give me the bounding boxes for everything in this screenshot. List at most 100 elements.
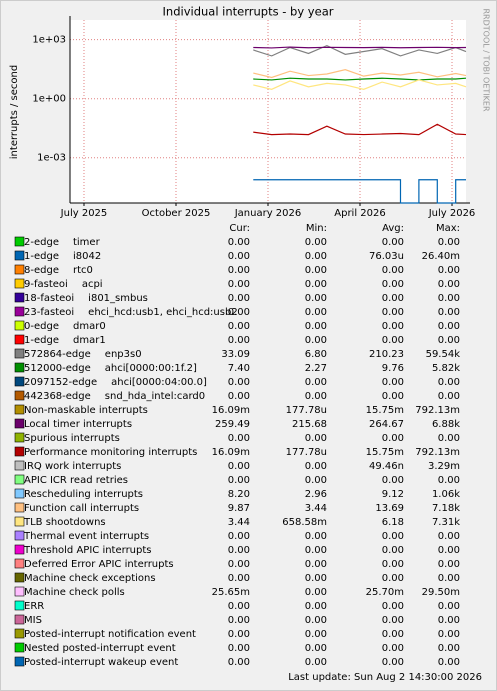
legend-value: 76.03u bbox=[369, 251, 404, 262]
legend-value: 0.00 bbox=[438, 657, 460, 668]
legend-value: 0.00 bbox=[382, 559, 404, 570]
legend-value: 0.00 bbox=[382, 573, 404, 584]
legend-value: 15.75m bbox=[366, 447, 404, 458]
legend-swatch bbox=[14, 362, 25, 373]
legend-value: 0.00 bbox=[438, 545, 460, 556]
legend-value: 0.00 bbox=[228, 559, 250, 570]
legend-value: 3.29m bbox=[428, 461, 460, 472]
legend-label: Function call interrupts bbox=[24, 503, 139, 514]
legend-value: 0.00 bbox=[305, 391, 327, 402]
legend-swatch bbox=[14, 558, 25, 569]
legend-swatch bbox=[14, 320, 25, 331]
column-header: Cur: bbox=[229, 223, 250, 234]
legend-swatch bbox=[14, 460, 25, 471]
legend-value: 264.67 bbox=[369, 419, 404, 430]
legend-value: 658.58m bbox=[282, 517, 327, 528]
legend-value: 0.00 bbox=[382, 377, 404, 388]
legend-value: 33.09 bbox=[221, 349, 250, 360]
legend-value: 0.00 bbox=[305, 251, 327, 262]
legend-label: 9-fasteoi bbox=[24, 279, 68, 290]
legend-value: 0.00 bbox=[305, 321, 327, 332]
legend-label: Machine check polls bbox=[24, 587, 125, 598]
legend-value: 0.00 bbox=[228, 657, 250, 668]
legend-value: 0.00 bbox=[382, 601, 404, 612]
legend-value: 9.87 bbox=[228, 503, 250, 514]
legend-detail: ahci[0000:00:1f.2] bbox=[105, 363, 197, 374]
legend-label: Machine check exceptions bbox=[24, 573, 156, 584]
legend-value: 0.00 bbox=[305, 643, 327, 654]
legend-label: Deferred Error APIC interrupts bbox=[24, 559, 174, 570]
legend-value: 0.00 bbox=[438, 265, 460, 276]
series-line bbox=[253, 79, 467, 90]
x-tick-label: April 2026 bbox=[334, 208, 385, 219]
legend-swatch bbox=[14, 614, 25, 625]
legend-swatch bbox=[14, 446, 25, 457]
legend-swatch bbox=[14, 530, 25, 541]
legend-value: 26.40m bbox=[422, 251, 460, 262]
legend-label: TLB shootdowns bbox=[23, 517, 106, 528]
legend-value: 0.00 bbox=[228, 321, 250, 332]
column-header: Max: bbox=[436, 223, 460, 234]
legend-swatch bbox=[14, 390, 25, 401]
legend-label: Thermal event interrupts bbox=[23, 531, 149, 542]
legend-label: 442368-edge bbox=[24, 391, 91, 402]
legend-detail: enp3s0 bbox=[105, 349, 142, 360]
legend-label: 2-edge bbox=[24, 237, 59, 248]
legend-swatch bbox=[14, 306, 25, 317]
legend-value: 0.00 bbox=[228, 643, 250, 654]
legend-detail: snd_hda_intel:card0 bbox=[105, 391, 205, 402]
legend-swatch bbox=[14, 474, 25, 485]
legend-value: 0.00 bbox=[305, 461, 327, 472]
legend-label: ERR bbox=[24, 601, 44, 612]
legend-value: 3.44 bbox=[305, 503, 327, 514]
legend-label: Non-maskable interrupts bbox=[24, 405, 148, 416]
legend-value: 6.18 bbox=[382, 517, 404, 528]
legend-value: 49.46n bbox=[369, 461, 404, 472]
legend-label: Rescheduling interrupts bbox=[24, 489, 143, 500]
legend-value: 0.00 bbox=[438, 293, 460, 304]
legend-swatch bbox=[14, 544, 25, 555]
legend-label: 2097152-edge bbox=[24, 377, 97, 388]
legend-swatch bbox=[14, 586, 25, 597]
legend-swatch bbox=[14, 656, 25, 667]
legend-label: 18-fasteoi bbox=[24, 293, 74, 304]
legend-detail: acpi bbox=[82, 279, 103, 290]
legend-value: 9.12 bbox=[382, 489, 404, 500]
legend-value: 0.00 bbox=[438, 573, 460, 584]
legend-value: 2.27 bbox=[305, 363, 327, 374]
series-line bbox=[253, 123, 467, 136]
legend-swatch bbox=[14, 488, 25, 499]
legend-label: Threshold APIC interrupts bbox=[23, 545, 152, 556]
legend-detail: ehci_hcd:usb1, ehci_hcd:usb2 bbox=[88, 307, 238, 318]
legend-value: 0.00 bbox=[382, 321, 404, 332]
legend-value: 16.09m bbox=[212, 447, 250, 458]
legend-value: 210.23 bbox=[369, 349, 404, 360]
legend-detail: timer bbox=[73, 237, 101, 248]
legend-value: 0.00 bbox=[382, 531, 404, 542]
legend-value: 0.00 bbox=[305, 265, 327, 276]
legend-value: 25.70m bbox=[366, 587, 404, 598]
legend-value: 0.00 bbox=[305, 237, 327, 248]
legend-value: 0.00 bbox=[382, 279, 404, 290]
legend-value: 0.00 bbox=[228, 601, 250, 612]
legend-value: 0.00 bbox=[228, 573, 250, 584]
legend-label: 23-fasteoi bbox=[24, 307, 74, 318]
legend-value: 0.00 bbox=[382, 615, 404, 626]
legend-swatch bbox=[14, 250, 25, 261]
legend-value: 0.00 bbox=[228, 377, 250, 388]
legend-value: 15.75m bbox=[366, 405, 404, 416]
legend-label: MIS bbox=[24, 615, 42, 626]
legend-value: 0.00 bbox=[228, 293, 250, 304]
series-line bbox=[253, 77, 467, 81]
legend-label: Local timer interrupts bbox=[24, 419, 132, 430]
legend-value: 0.00 bbox=[438, 377, 460, 388]
legend-value: 0.00 bbox=[305, 629, 327, 640]
legend-value: 5.82k bbox=[432, 363, 460, 374]
legend-value: 0.00 bbox=[228, 461, 250, 472]
legend-swatch bbox=[14, 516, 25, 527]
legend-label: 0-edge bbox=[24, 321, 59, 332]
footer: Last update: Sun Aug 2 14:30:00 2026 bbox=[288, 672, 482, 683]
series-line bbox=[253, 46, 467, 49]
legend-value: 7.18k bbox=[432, 503, 460, 514]
legend-value: 7.31k bbox=[432, 517, 460, 528]
